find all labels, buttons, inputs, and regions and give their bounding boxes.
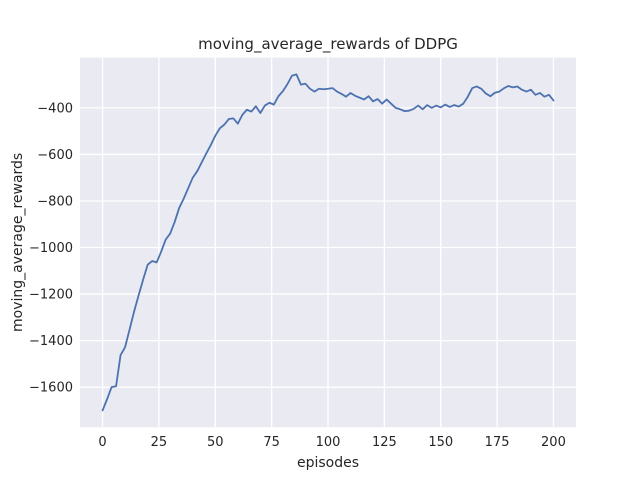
grid: [80, 57, 576, 428]
y-axis-label: moving_average_rewards: [10, 153, 26, 332]
labels: 0 25 50 75 100 125 150 175 200 −1600−1400−1200−1…: [10, 35, 566, 471]
x-tick-label: 200: [541, 435, 566, 450]
x-tick-label: 175: [485, 435, 510, 450]
x-tick-label: 125: [372, 435, 397, 450]
y-tick-label: −400: [37, 101, 73, 116]
y-tick-label: −600: [37, 148, 73, 163]
y-tick-label: −1000: [29, 241, 73, 256]
y-tick-labels: −1600 −1400 −1200 −1000 −800 −600 −400: [29, 101, 73, 395]
x-tick-label: 25: [151, 435, 168, 450]
x-tick-label: 75: [263, 435, 280, 450]
y-tick-label: −1200: [29, 288, 73, 303]
x-tick-label: 150: [428, 435, 453, 450]
x-tick-label: 50: [207, 435, 224, 450]
x-tick-label: 100: [316, 435, 341, 450]
x-axis-label: episodes: [297, 455, 359, 471]
x-tick-label: 0: [98, 435, 106, 450]
reward-line: [101, 73, 555, 412]
y-tick-label: −800: [37, 194, 73, 209]
y-tick-label: −1600: [29, 381, 73, 396]
y-tick-label: −1400: [29, 334, 73, 349]
x-tick-labels: 0 25 50 75 100 125 150 175 200: [98, 435, 565, 450]
chart-title: moving_average_rewards of DDPG: [198, 35, 458, 54]
